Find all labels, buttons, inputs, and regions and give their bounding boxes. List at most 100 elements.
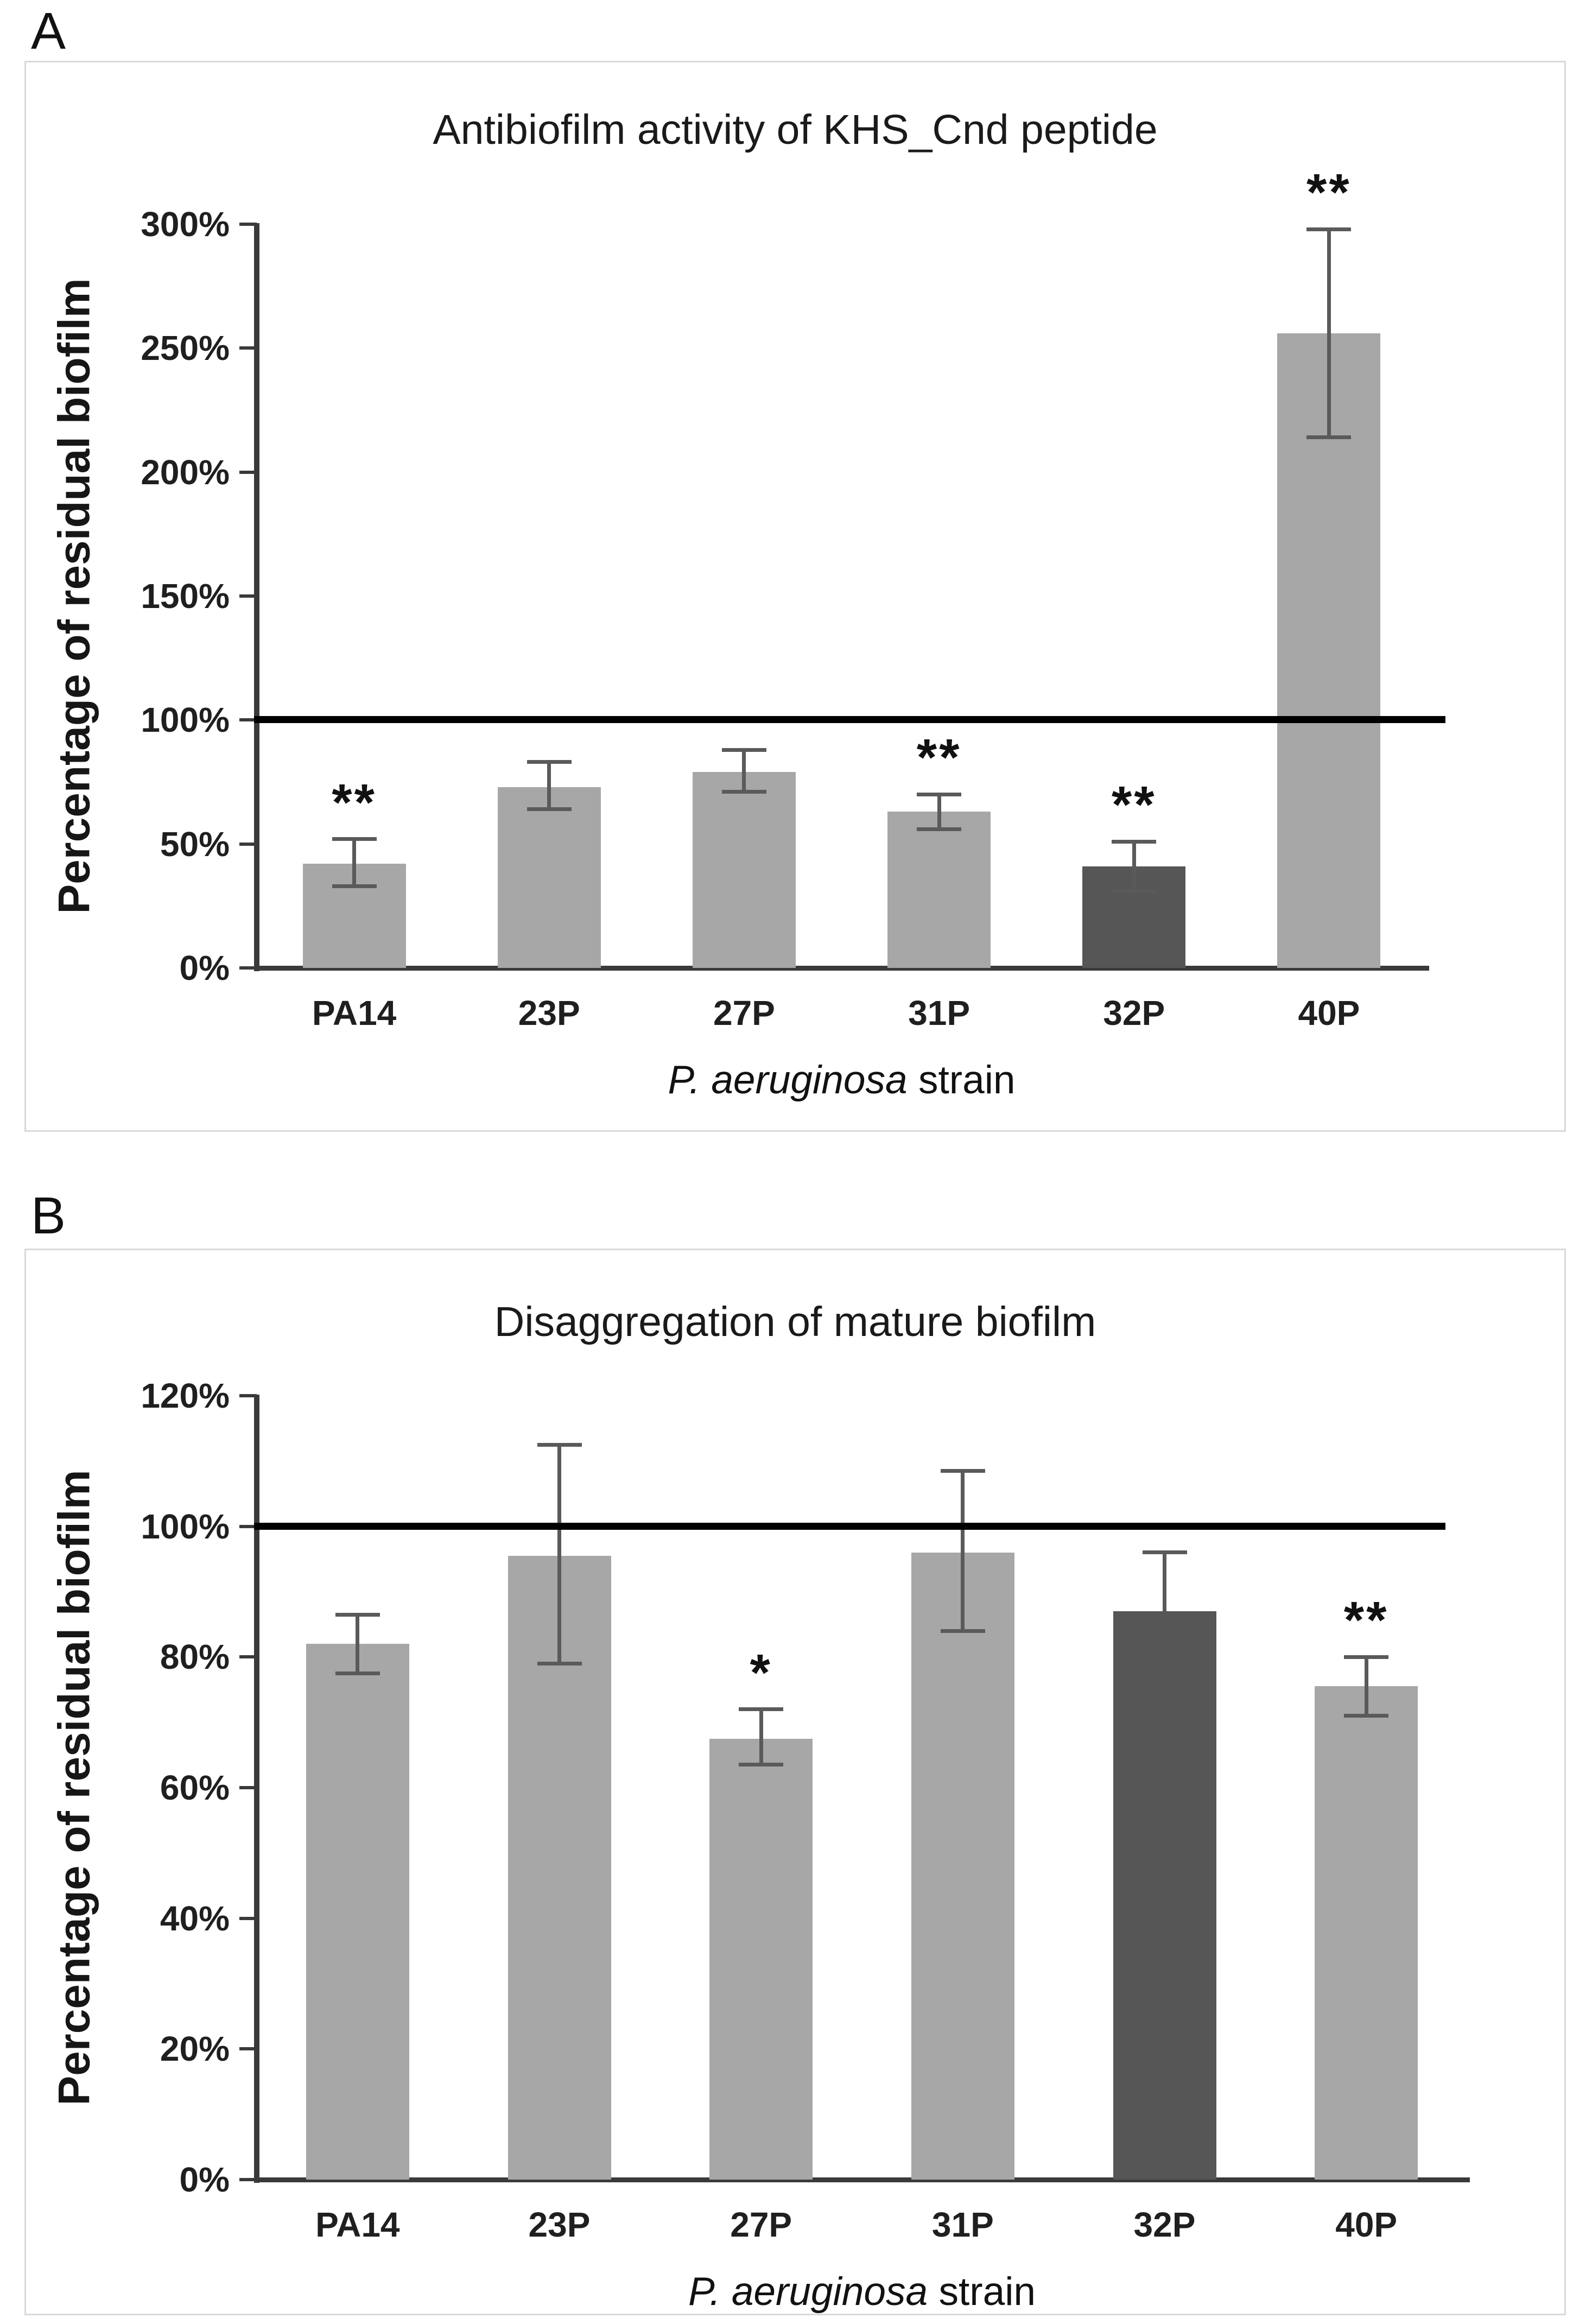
- y-tick-label: 150%: [141, 577, 230, 616]
- y-tick-label: 120%: [141, 1376, 230, 1415]
- error-bar-cap-bottom: [1306, 435, 1352, 440]
- error-bar-cap-bottom: [335, 1671, 380, 1675]
- x-axis-title-regular: strain: [918, 1058, 1016, 1102]
- y-axis-line: [254, 1395, 259, 2183]
- y-tick-label: 250%: [141, 328, 230, 368]
- x-category-label: 27P: [730, 2205, 792, 2244]
- error-bar-stem: [547, 762, 551, 809]
- y-tick-mark: [239, 594, 257, 598]
- bar-32P: [1113, 1611, 1216, 2180]
- y-tick-label: 60%: [160, 1768, 230, 1807]
- x-axis-title-italic: P. aeruginosa: [668, 1058, 908, 1102]
- error-bar-cap-top: [940, 1468, 985, 1473]
- error-bar-cap-top: [332, 837, 377, 841]
- y-axis-line: [254, 223, 259, 971]
- error-bar-stem: [1327, 229, 1331, 438]
- y-tick-mark: [239, 1524, 257, 1528]
- bar-31P: [911, 1552, 1014, 2180]
- x-category-label: 23P: [518, 993, 580, 1033]
- y-tick-label: 40%: [160, 1898, 230, 1938]
- y-tick-label: 0%: [179, 2160, 230, 2199]
- y-tick-mark: [239, 1786, 257, 1789]
- y-tick-mark: [239, 470, 257, 474]
- error-bar-stem: [352, 839, 357, 886]
- x-axis-line: [254, 2177, 1470, 2182]
- y-tick-mark: [239, 2047, 257, 2051]
- x-category-label: 31P: [908, 993, 971, 1033]
- panel-b: Disaggregation of mature biofilm Percent…: [24, 1249, 1566, 2315]
- y-tick-label: 200%: [141, 452, 230, 492]
- error-bar-cap-top: [1344, 1655, 1389, 1659]
- y-tick-label: 100%: [141, 1506, 230, 1546]
- error-bar-stem: [759, 1709, 763, 1765]
- y-tick-mark: [239, 1394, 257, 1397]
- error-bar-stem: [937, 794, 941, 829]
- panel-a-letter: A: [31, 2, 66, 60]
- y-tick-label: 0%: [179, 948, 230, 987]
- error-bar-stem: [1163, 1552, 1166, 1612]
- error-bar-cap-top: [1142, 1550, 1187, 1555]
- x-axis-line: [254, 966, 1429, 971]
- error-bar-stem: [742, 750, 746, 792]
- y-tick-mark: [239, 842, 257, 846]
- x-category-label: 31P: [931, 2205, 994, 2244]
- error-bar-cap-top: [721, 748, 766, 752]
- bar-23P: [497, 787, 601, 968]
- error-bar-cap-bottom: [332, 884, 377, 888]
- x-axis-title-a: P. aeruginosa strain: [257, 1057, 1426, 1103]
- error-bar-cap-bottom: [940, 1629, 985, 1633]
- x-category-label: 23P: [528, 2205, 591, 2244]
- chart-title-a: Antibiofilm activity of KHS_Cnd peptide: [433, 106, 1158, 153]
- x-axis-title-b: P. aeruginosa strain: [257, 2269, 1467, 2314]
- bar-27P: [692, 772, 796, 968]
- significance-marker: **: [1306, 163, 1352, 222]
- error-bar-cap-bottom: [917, 827, 962, 831]
- error-bar-cap-top: [917, 792, 962, 796]
- x-axis-title-regular: strain: [938, 2270, 1036, 2314]
- error-bar-cap-top: [537, 1442, 582, 1447]
- error-bar-stem: [356, 1614, 360, 1674]
- reference-line-100: [254, 1522, 1445, 1530]
- panel-b-letter: B: [31, 1187, 66, 1245]
- y-tick-mark: [239, 966, 257, 970]
- error-bar-cap-bottom: [1112, 889, 1157, 893]
- error-bar-cap-top: [739, 1707, 784, 1712]
- y-tick-mark: [239, 223, 257, 226]
- error-bar-stem: [557, 1445, 561, 1664]
- bar-31P: [887, 812, 991, 968]
- error-bar-cap-bottom: [537, 1661, 582, 1666]
- significance-marker: **: [916, 729, 962, 787]
- error-bar-cap-top: [335, 1612, 380, 1617]
- x-axis-title-italic: P. aeruginosa: [688, 2270, 928, 2314]
- x-category-label: 40P: [1298, 993, 1360, 1033]
- panel-a: Antibiofilm activity of KHS_Cnd peptide …: [24, 61, 1566, 1132]
- error-bar-cap-top: [1112, 839, 1157, 844]
- error-bar-cap-bottom: [721, 790, 766, 794]
- error-bar-cap-bottom: [739, 1763, 784, 1767]
- plot-area: 0% 50% 100% 150% 200% 250% 300% ** PA14 23P 27P ** 3…: [141, 167, 1445, 1032]
- y-tick-label: 20%: [160, 2029, 230, 2069]
- y-tick-label: 50%: [160, 824, 230, 864]
- error-bar-cap-bottom: [527, 807, 572, 812]
- y-tick-mark: [239, 718, 257, 722]
- error-bar-stem: [1132, 841, 1136, 891]
- significance-marker: *: [750, 1643, 772, 1702]
- x-category-label: 27P: [713, 993, 775, 1033]
- error-bar-cap-top: [527, 760, 572, 764]
- bar-27P: [709, 1738, 813, 2180]
- x-category-label: 32P: [1103, 993, 1165, 1033]
- x-category-label: 40P: [1335, 2205, 1398, 2244]
- error-bar-stem: [961, 1471, 965, 1631]
- chart-title-b: Disaggregation of mature biofilm: [494, 1299, 1096, 1345]
- bar-40P: [1315, 1686, 1418, 2180]
- error-bar-cap-top: [1306, 227, 1352, 231]
- bar-PA14: [306, 1644, 409, 2180]
- x-category-label: 32P: [1133, 2205, 1196, 2244]
- y-tick-mark: [239, 1916, 257, 1920]
- significance-marker: **: [332, 773, 377, 832]
- error-bar-stem: [1364, 1657, 1368, 1716]
- x-category-label: PA14: [312, 993, 397, 1033]
- y-tick-label: 80%: [160, 1637, 230, 1677]
- y-tick-mark: [239, 2178, 257, 2181]
- significance-marker: **: [1343, 1591, 1389, 1650]
